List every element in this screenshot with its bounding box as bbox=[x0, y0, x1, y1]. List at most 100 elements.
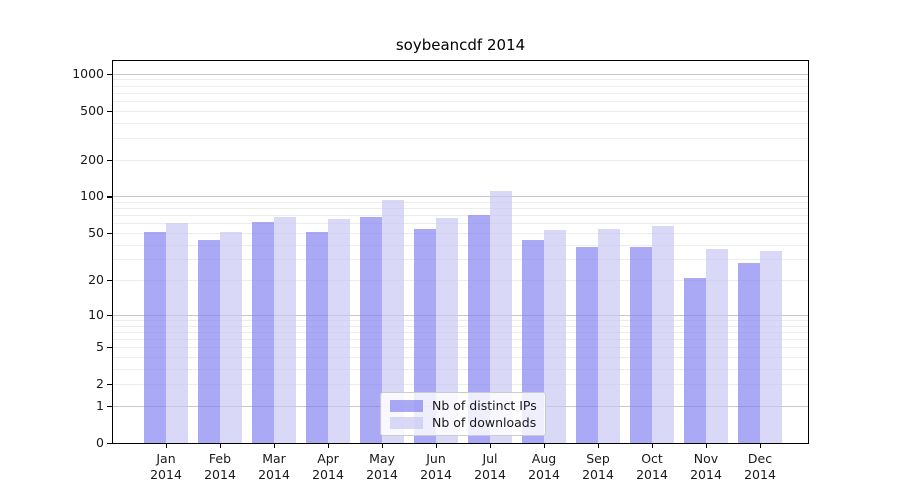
x-tick-oct bbox=[652, 443, 654, 448]
x-tick-nov bbox=[706, 443, 708, 448]
bar-distinct-ips-may bbox=[360, 217, 382, 443]
bar-distinct-ips-oct bbox=[630, 247, 652, 443]
x-tick-label-feb: Feb 2014 bbox=[204, 451, 236, 482]
x-tick-jul bbox=[490, 443, 492, 448]
gridline-major-1000 bbox=[113, 73, 808, 75]
gridline-minor bbox=[113, 85, 808, 87]
x-tick-label-mar: Mar 2014 bbox=[258, 451, 290, 482]
bar-distinct-ips-sep bbox=[576, 247, 598, 443]
gridline-minor bbox=[113, 223, 808, 225]
bar-distinct-ips-mar bbox=[252, 221, 274, 443]
x-tick-label-dec: Dec 2014 bbox=[744, 451, 776, 482]
bar-downloads-dec bbox=[760, 251, 782, 443]
legend: Nb of distinct IPs Nb of downloads bbox=[380, 392, 546, 436]
y-tick-200 bbox=[107, 159, 113, 161]
x-tick-label-may: May 2014 bbox=[366, 451, 398, 482]
gridline-minor bbox=[113, 319, 808, 321]
legend-label-downloads: Nb of downloads bbox=[432, 415, 537, 430]
gridline-minor bbox=[113, 331, 808, 333]
bar-distinct-ips-jun bbox=[414, 228, 436, 443]
x-tick-label-oct: Oct 2014 bbox=[636, 451, 668, 482]
x-tick-aug bbox=[544, 443, 546, 448]
y-tick-1000 bbox=[107, 73, 113, 75]
x-tick-label-jan: Jan 2014 bbox=[150, 451, 182, 482]
x-tick-jan bbox=[166, 443, 168, 448]
bar-downloads-oct bbox=[652, 225, 674, 443]
x-tick-mar bbox=[274, 443, 276, 448]
bar-downloads-jul bbox=[490, 191, 512, 443]
y-tick-label-200: 200 bbox=[80, 151, 104, 167]
bar-downloads-feb bbox=[220, 231, 242, 443]
x-tick-label-jul: Jul 2014 bbox=[474, 451, 506, 482]
gridline-major-10 bbox=[113, 314, 808, 316]
y-tick-500 bbox=[107, 110, 113, 112]
x-tick-label-apr: Apr 2014 bbox=[312, 451, 344, 482]
x-tick-sep bbox=[598, 443, 600, 448]
y-tick-label-1000: 1000 bbox=[72, 65, 104, 81]
x-tick-dec bbox=[760, 443, 762, 448]
x-tick-may bbox=[382, 443, 384, 448]
plot-area bbox=[113, 61, 808, 443]
x-tick-apr bbox=[328, 443, 330, 448]
gridline-minor bbox=[113, 159, 808, 161]
bar-downloads-may bbox=[382, 200, 404, 443]
gridline-minor bbox=[113, 208, 808, 210]
y-tick-label-10: 10 bbox=[88, 306, 104, 322]
y-tick-20 bbox=[107, 280, 113, 282]
y-tick-10 bbox=[107, 314, 113, 317]
gridline-minor bbox=[113, 137, 808, 139]
legend-label-distinct-ips: Nb of distinct IPs bbox=[432, 398, 537, 413]
gridline-minor bbox=[113, 122, 808, 124]
bar-downloads-mar bbox=[274, 216, 296, 443]
gridline-minor bbox=[113, 280, 808, 282]
chart-title: soybeancdf 2014 bbox=[395, 36, 526, 54]
bar-downloads-nov bbox=[706, 248, 728, 443]
x-tick-label-jun: Jun 2014 bbox=[420, 451, 452, 482]
gridline-minor bbox=[113, 101, 808, 103]
x-tick-label-nov: Nov 2014 bbox=[690, 451, 722, 482]
y-tick-label-0: 0 bbox=[96, 435, 104, 450]
gridline-minor bbox=[113, 356, 808, 358]
gridline-minor bbox=[113, 325, 808, 327]
gridline-minor bbox=[113, 79, 808, 81]
gridline-minor bbox=[113, 201, 808, 203]
gridline-minor bbox=[113, 92, 808, 94]
gridline-minor bbox=[113, 368, 808, 370]
x-tick-label-sep: Sep 2014 bbox=[582, 451, 614, 482]
bar-distinct-ips-jan bbox=[144, 231, 166, 443]
bar-distinct-ips-feb bbox=[198, 239, 220, 443]
y-tick-label-100: 100 bbox=[80, 188, 104, 204]
gridline-minor bbox=[113, 232, 808, 234]
bar-downloads-apr bbox=[328, 219, 350, 443]
gridline-minor bbox=[113, 110, 808, 112]
y-tick-label-1: 1 bbox=[96, 397, 104, 413]
y-tick-label-5: 5 bbox=[96, 339, 104, 355]
gridline-minor bbox=[113, 347, 808, 349]
bar-distinct-ips-jul bbox=[468, 215, 490, 443]
legend-swatch-distinct-ips bbox=[390, 399, 423, 412]
legend-item-distinct-ips: Nb of distinct IPs bbox=[390, 397, 537, 414]
gridline-minor bbox=[113, 244, 808, 246]
y-tick-label-500: 500 bbox=[80, 102, 104, 118]
bar-downloads-sep bbox=[598, 228, 620, 443]
y-tick-label-50: 50 bbox=[88, 224, 104, 240]
y-tick-5 bbox=[107, 347, 113, 349]
gridline-minor bbox=[113, 215, 808, 217]
gridline-minor bbox=[113, 259, 808, 261]
y-tick-label-2: 2 bbox=[96, 376, 104, 392]
bar-downloads-jun bbox=[436, 218, 458, 443]
y-tick-label-20: 20 bbox=[88, 272, 104, 288]
bar-downloads-jan bbox=[166, 223, 188, 443]
gridline-minor bbox=[113, 384, 808, 386]
x-tick-label-aug: Aug 2014 bbox=[528, 451, 560, 482]
bar-downloads-aug bbox=[544, 229, 566, 443]
y-tick-2 bbox=[107, 384, 113, 386]
x-tick-feb bbox=[220, 443, 222, 448]
legend-swatch-downloads bbox=[390, 416, 423, 429]
bar-distinct-ips-nov bbox=[684, 277, 706, 443]
y-tick-0 bbox=[107, 443, 113, 445]
gridline-minor bbox=[113, 339, 808, 340]
legend-item-downloads: Nb of downloads bbox=[390, 414, 536, 431]
x-tick-jun bbox=[436, 443, 438, 448]
